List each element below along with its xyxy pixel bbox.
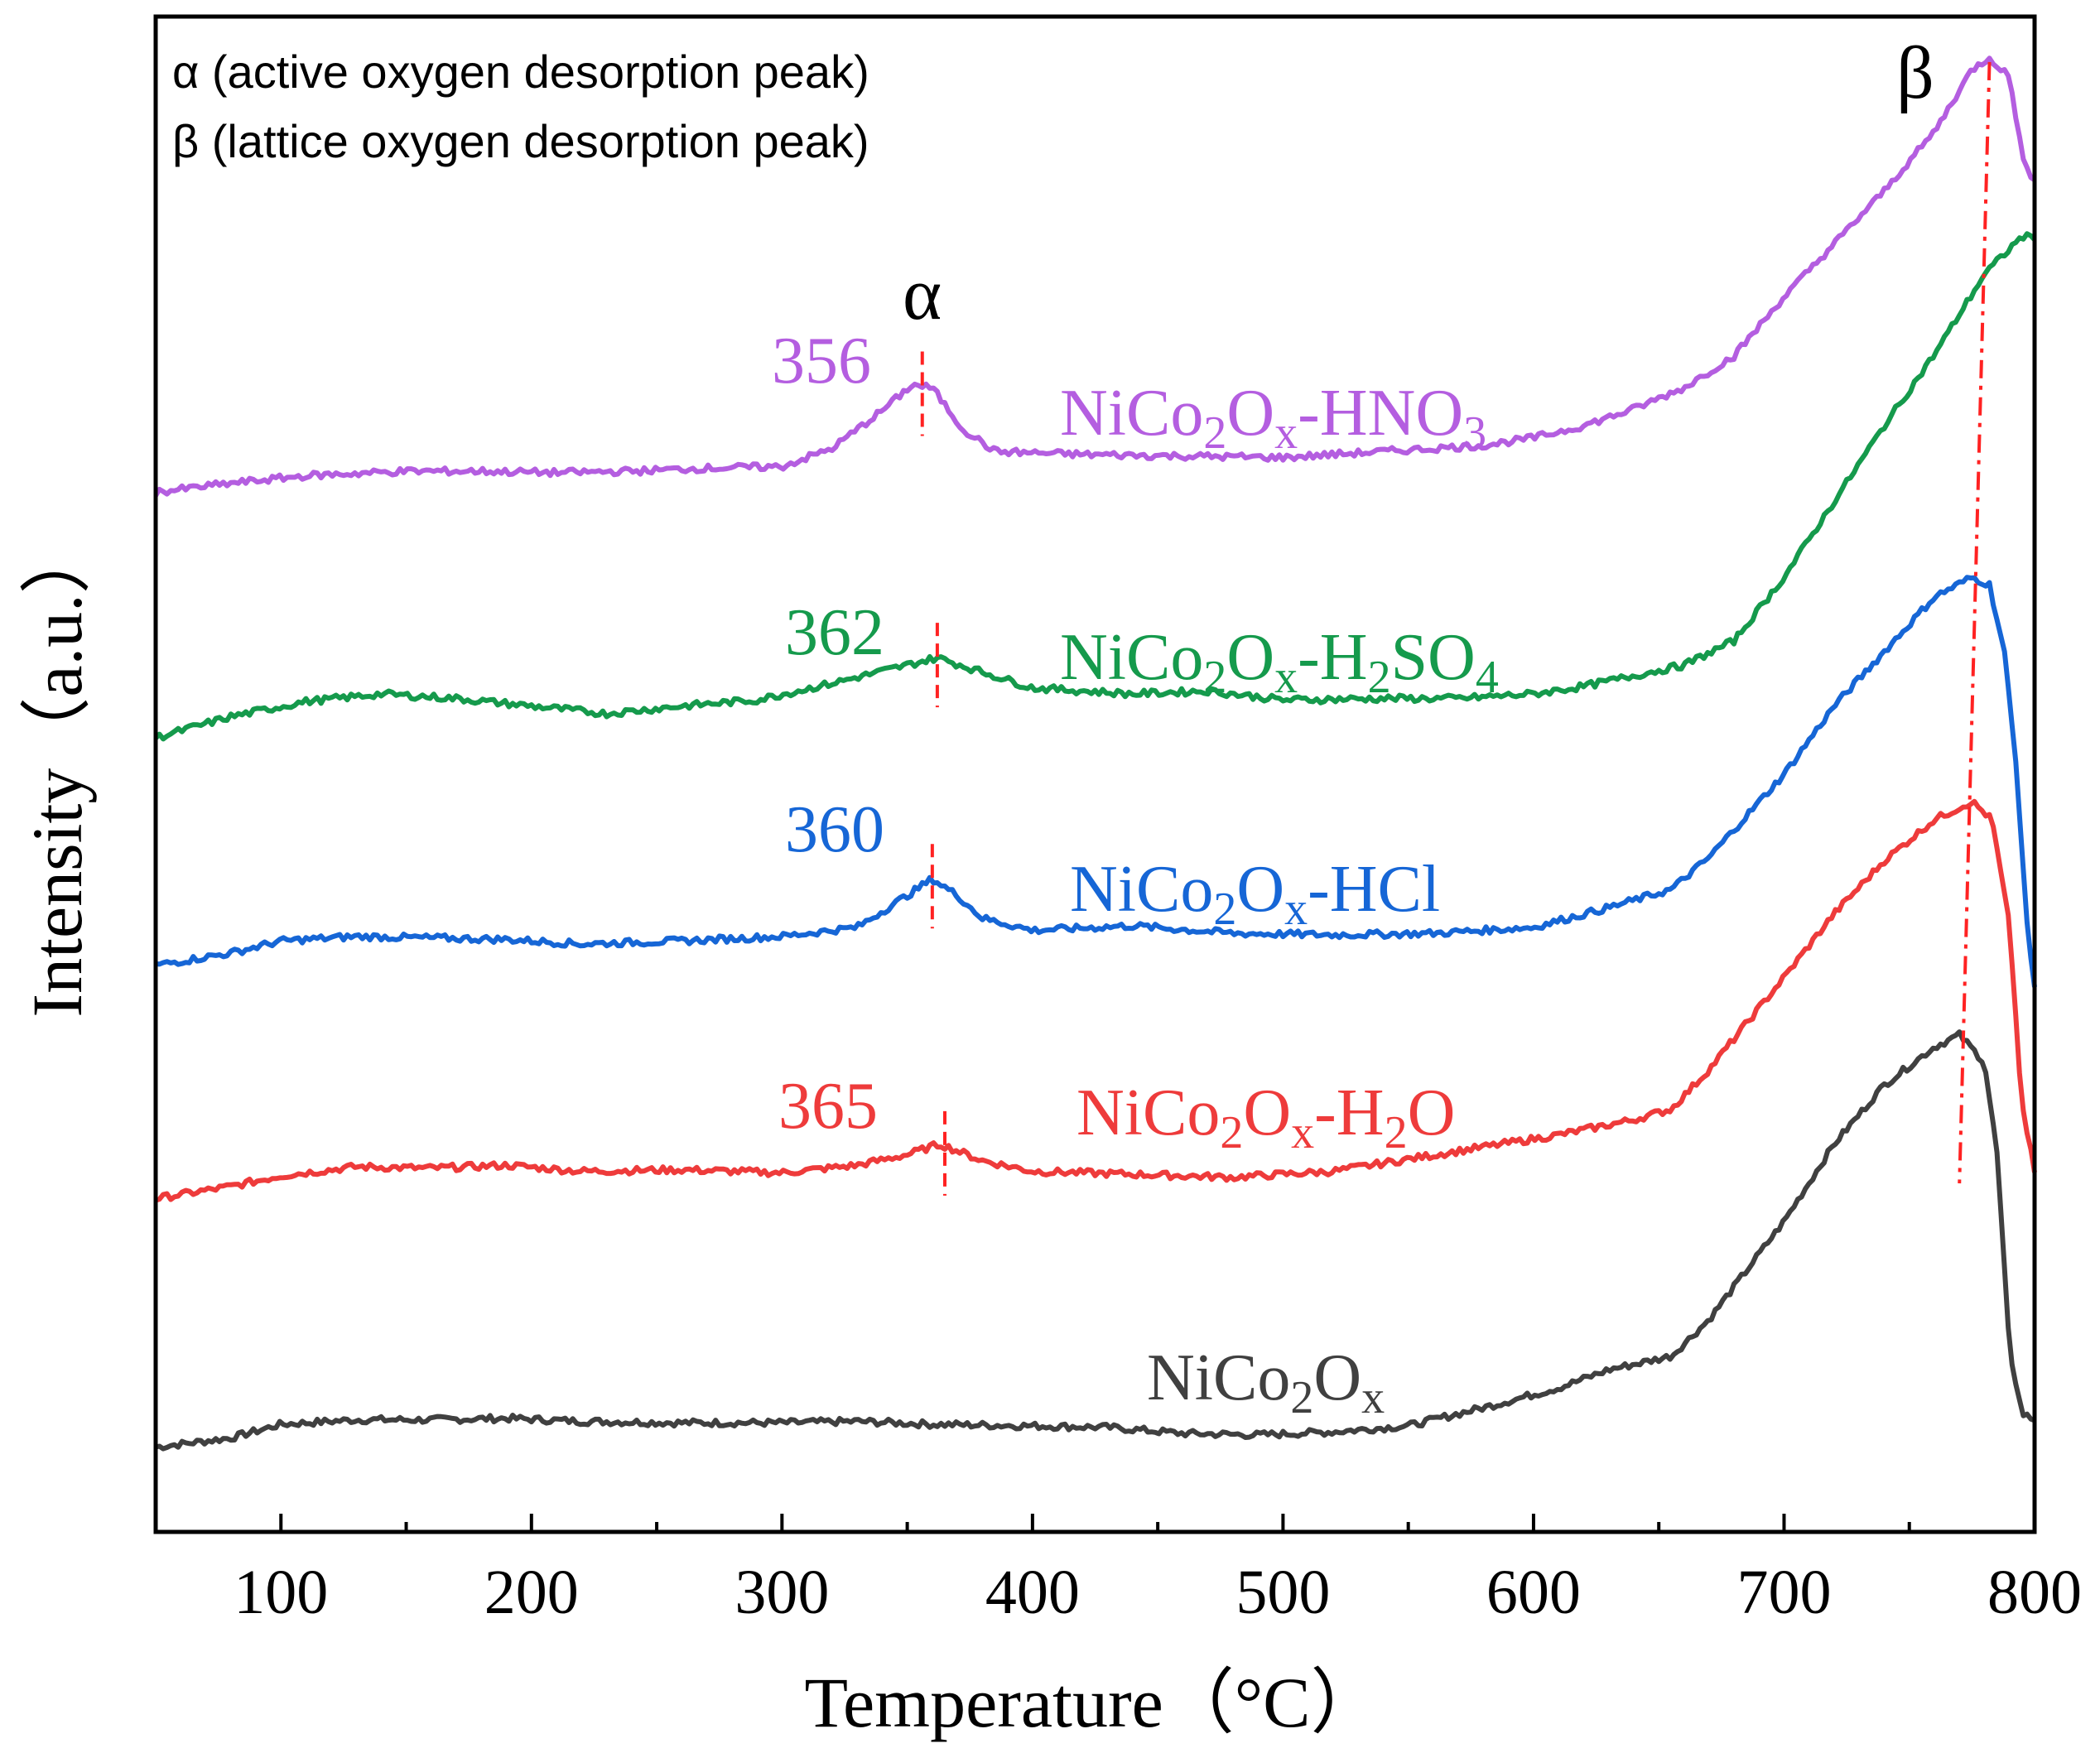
x-tick-label-500: 500	[1235, 1558, 1330, 1627]
series-line-NiCo2Ox	[155, 1029, 2036, 1452]
alpha-peak-value-NiCo2Ox-HCl: 360	[785, 793, 884, 866]
series-line-NiCo2Ox-HCl	[155, 575, 2037, 988]
series-label-NiCo2Ox: NiCo2Ox	[1147, 1341, 1385, 1423]
legend-note-beta: β (lattice oxygen desorption peak)	[172, 115, 869, 167]
annotation-group: NiCo2Ox NiCo2Ox-H2O 365 NiCo2Ox-HCl 360 NiCo2…	[772, 32, 1992, 1423]
x-tick-label-400: 400	[985, 1558, 1080, 1627]
x-tick-label-100: 100	[234, 1558, 328, 1627]
series-label-NiCo2Ox-H2O: NiCo2Ox-H2O	[1076, 1076, 1455, 1158]
series-label-NiCo2Ox-HNO3: NiCo2Ox-HNO3	[1060, 377, 1486, 459]
beta-symbol: β	[1896, 32, 1934, 114]
x-tick-label-700: 700	[1736, 1558, 1831, 1627]
series-label-NiCo2Ox-HCl: NiCo2Ox-HCl	[1070, 853, 1440, 935]
alpha-peak-value-NiCo2Ox-H2SO4: 362	[785, 596, 884, 669]
x-tick-label-600: 600	[1486, 1558, 1581, 1627]
plot-series-group	[153, 55, 2037, 1452]
x-axis: 100 200 300 400 500 600 700 800	[234, 1514, 2082, 1627]
x-axis-title: Temperature（°C）	[804, 1663, 1381, 1742]
plot-frame	[153, 14, 2037, 1534]
alpha-peak-value-NiCo2Ox-H2O: 365	[778, 1070, 878, 1143]
alpha-symbol: α	[903, 253, 942, 335]
x-tick-label-200: 200	[484, 1558, 579, 1627]
legend-note-alpha: α (active oxygen desorption peak)	[172, 46, 869, 98]
series-line-NiCo2Ox-H2SO4	[153, 231, 2037, 742]
x-tick-label-800: 800	[1987, 1558, 2082, 1627]
beta-peak-trend-line	[1958, 61, 1992, 1184]
series-label-NiCo2Ox-H2SO4: NiCo2Ox-H2SO4	[1060, 621, 1499, 703]
series-line-NiCo2Ox-HNO3	[153, 55, 2036, 498]
x-tick-label-300: 300	[735, 1558, 829, 1627]
alpha-peak-value-NiCo2Ox-HNO3: 356	[772, 325, 871, 397]
series-line-NiCo2Ox-H2O	[155, 798, 2037, 1203]
y-axis-title: Intensity（a.u.）	[17, 523, 97, 1017]
